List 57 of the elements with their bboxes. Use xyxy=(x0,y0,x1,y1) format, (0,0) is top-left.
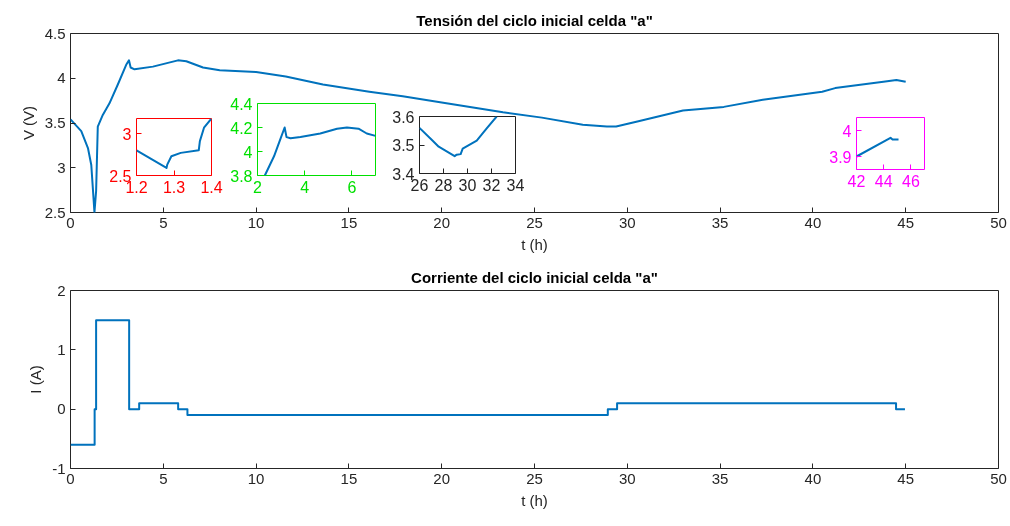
y-tick-label: 4 xyxy=(243,143,253,161)
x-tick-label: 28 xyxy=(434,176,453,194)
x-tick-label: 46 xyxy=(902,172,920,190)
x-tick-label: 50 xyxy=(990,469,1007,487)
x-tick-label: 10 xyxy=(247,469,265,487)
x-tick-label: 5 xyxy=(159,213,168,231)
x-tick-label: 1.3 xyxy=(162,178,186,196)
line-series xyxy=(419,116,498,158)
y-axis-title: I (A) xyxy=(27,365,45,394)
x-axis-title: t (h) xyxy=(521,235,548,253)
x-tick-label: 25 xyxy=(526,469,543,487)
x-tick-label: 20 xyxy=(433,213,451,231)
x-tick-label: 44 xyxy=(874,172,893,190)
x-tick-label: 1.4 xyxy=(200,178,223,196)
y-tick-label: 4.2 xyxy=(230,119,253,137)
line-series xyxy=(263,126,376,176)
y-tick-label: 3 xyxy=(57,158,66,176)
x-tick-label: 35 xyxy=(711,213,729,231)
y-tick-label: 0 xyxy=(57,400,66,418)
x-tick-label: 45 xyxy=(897,469,915,487)
chart-title: Corriente del ciclo inicial celda "a" xyxy=(411,268,658,286)
x-tick-label: 6 xyxy=(347,178,357,196)
y-tick-label: 3.9 xyxy=(829,148,852,166)
x-tick-label: 30 xyxy=(458,176,477,194)
y-tick-label: 3.5 xyxy=(392,137,415,154)
y-tick-label: 3.5 xyxy=(44,114,66,131)
x-tick-label: 20 xyxy=(433,469,451,487)
x-tick-label: 40 xyxy=(804,213,822,231)
x-tick-label: 42 xyxy=(847,172,866,190)
x-tick-label: 50 xyxy=(990,213,1007,231)
y-tick-label: 4.5 xyxy=(44,24,66,42)
x-tick-label: 5 xyxy=(159,469,168,487)
y-tick-label: 3.6 xyxy=(392,108,415,126)
x-tick-label: 15 xyxy=(340,213,358,231)
x-tick-label: 35 xyxy=(711,469,729,487)
x-axis-title: t (h) xyxy=(521,491,548,509)
y-tick-label: 2.5 xyxy=(44,203,66,221)
x-tick-label: 40 xyxy=(804,469,822,487)
x-tick-label: 25 xyxy=(526,213,543,231)
x-tick-label: 45 xyxy=(897,213,915,231)
x-tick-label: 10 xyxy=(247,213,265,231)
x-tick-label: 34 xyxy=(506,176,525,194)
x-tick-label: 32 xyxy=(482,176,501,194)
chart-title: Tensión del ciclo inicial celda "a" xyxy=(416,11,653,29)
x-tick-label: 4 xyxy=(300,178,310,196)
y-tick-label: 4 xyxy=(57,69,66,87)
y-tick-label: 1 xyxy=(57,340,66,358)
x-tick-label: 30 xyxy=(618,213,636,231)
x-tick-label: 15 xyxy=(340,469,358,487)
y-tick-label: -1 xyxy=(52,459,66,477)
y-tick-label: 2 xyxy=(57,281,66,299)
y-axis-title: V (V) xyxy=(19,105,37,141)
y-tick-label: 4.4 xyxy=(230,95,253,113)
y-tick-label: 3.8 xyxy=(230,167,253,185)
x-tick-label: 30 xyxy=(618,469,636,487)
y-tick-label: 3 xyxy=(122,125,132,143)
line-series xyxy=(136,118,212,169)
